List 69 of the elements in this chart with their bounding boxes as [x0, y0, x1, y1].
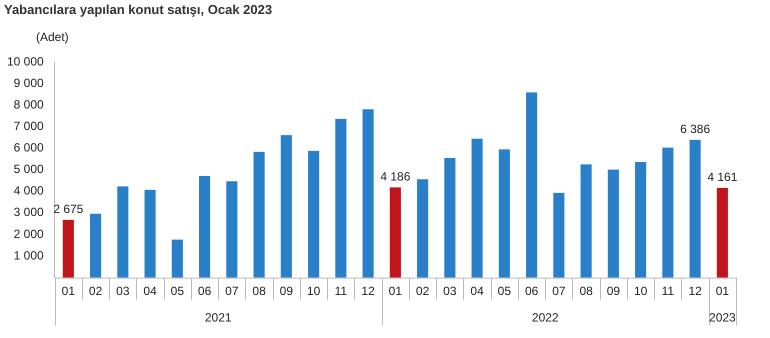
bar: [498, 149, 510, 278]
text: 2022: [532, 310, 559, 325]
y-tick-label: 6 000: [14, 140, 44, 155]
data-label: 6 386: [680, 122, 710, 136]
x-tick-label: 06: [198, 284, 212, 298]
text: 2023: [709, 310, 736, 325]
y-tick-label: 9 000: [14, 76, 44, 90]
x-tick-label: 11: [662, 284, 674, 298]
x-tick-label: 04: [143, 284, 158, 298]
y-tick-label: 5 000: [14, 162, 44, 176]
y-tick-label: 4 000: [14, 184, 44, 198]
bar: [635, 162, 646, 278]
bar: [199, 176, 210, 278]
x-tick-label: 12: [361, 284, 376, 298]
y-tick-label: 2 000: [14, 226, 44, 241]
x-tick-label: 05: [170, 284, 184, 298]
x-tick-label: 02: [416, 284, 430, 298]
x-tick-label: 08: [252, 284, 266, 298]
y-tick-label: 7 000: [14, 118, 44, 133]
data-label: 4 161: [707, 170, 738, 184]
y-tick-label: 3 000: [14, 205, 44, 220]
y-tick-label: 1 000: [14, 248, 44, 262]
x-tick-label: 07: [552, 284, 566, 298]
x-tick-label: 11: [334, 284, 348, 298]
chart-title: Yabancılara yapılan konut satışı, Ocak 2023: [4, 2, 272, 17]
bar: [716, 188, 728, 278]
x-tick-label: 04: [470, 284, 484, 298]
data-label: 4 186: [380, 170, 411, 184]
bar: [362, 109, 374, 278]
bar: [254, 152, 265, 278]
x-tick-label: 01: [716, 284, 730, 298]
bar: [335, 118, 346, 278]
x-tick-label: 01: [388, 284, 402, 298]
y-axis-title: (Adet): [36, 30, 69, 44]
x-tick-label: 09: [606, 284, 620, 298]
bar: [417, 179, 428, 278]
bar: [526, 92, 538, 278]
x-tick-label: 12: [688, 284, 702, 298]
bar: [580, 164, 592, 278]
bar: [308, 150, 320, 278]
bar: [117, 186, 128, 278]
x-tick-label: 02: [88, 284, 103, 298]
bar: [172, 240, 183, 278]
x-tick-label: 08: [579, 284, 594, 298]
x-tick-label: 09: [280, 284, 294, 298]
bar: [62, 220, 74, 278]
x-tick-label: 06: [524, 284, 539, 298]
x-tick-label: 03: [116, 284, 130, 298]
bar: [144, 190, 156, 278]
bar: [226, 181, 238, 278]
bar: [662, 148, 674, 278]
text: 2021: [204, 310, 232, 325]
bar: [553, 192, 564, 278]
y-tick-label: 10 000: [7, 54, 44, 68]
bar: [690, 140, 701, 278]
x-tick-label: 10: [634, 284, 648, 298]
bar: [444, 158, 456, 278]
bar: [90, 214, 102, 278]
bar: [390, 187, 401, 278]
x-tick-label: 10: [306, 284, 321, 298]
x-tick-label: 07: [225, 284, 239, 298]
x-tick-label: 01: [62, 284, 76, 298]
bar: [280, 135, 292, 278]
bar: [608, 170, 619, 278]
y-tick-label: 8 000: [14, 97, 44, 112]
bar: [472, 138, 483, 278]
x-tick-label: 03: [443, 284, 457, 298]
x-tick-label: 05: [498, 284, 512, 298]
data-label: 2 675: [53, 202, 84, 216]
